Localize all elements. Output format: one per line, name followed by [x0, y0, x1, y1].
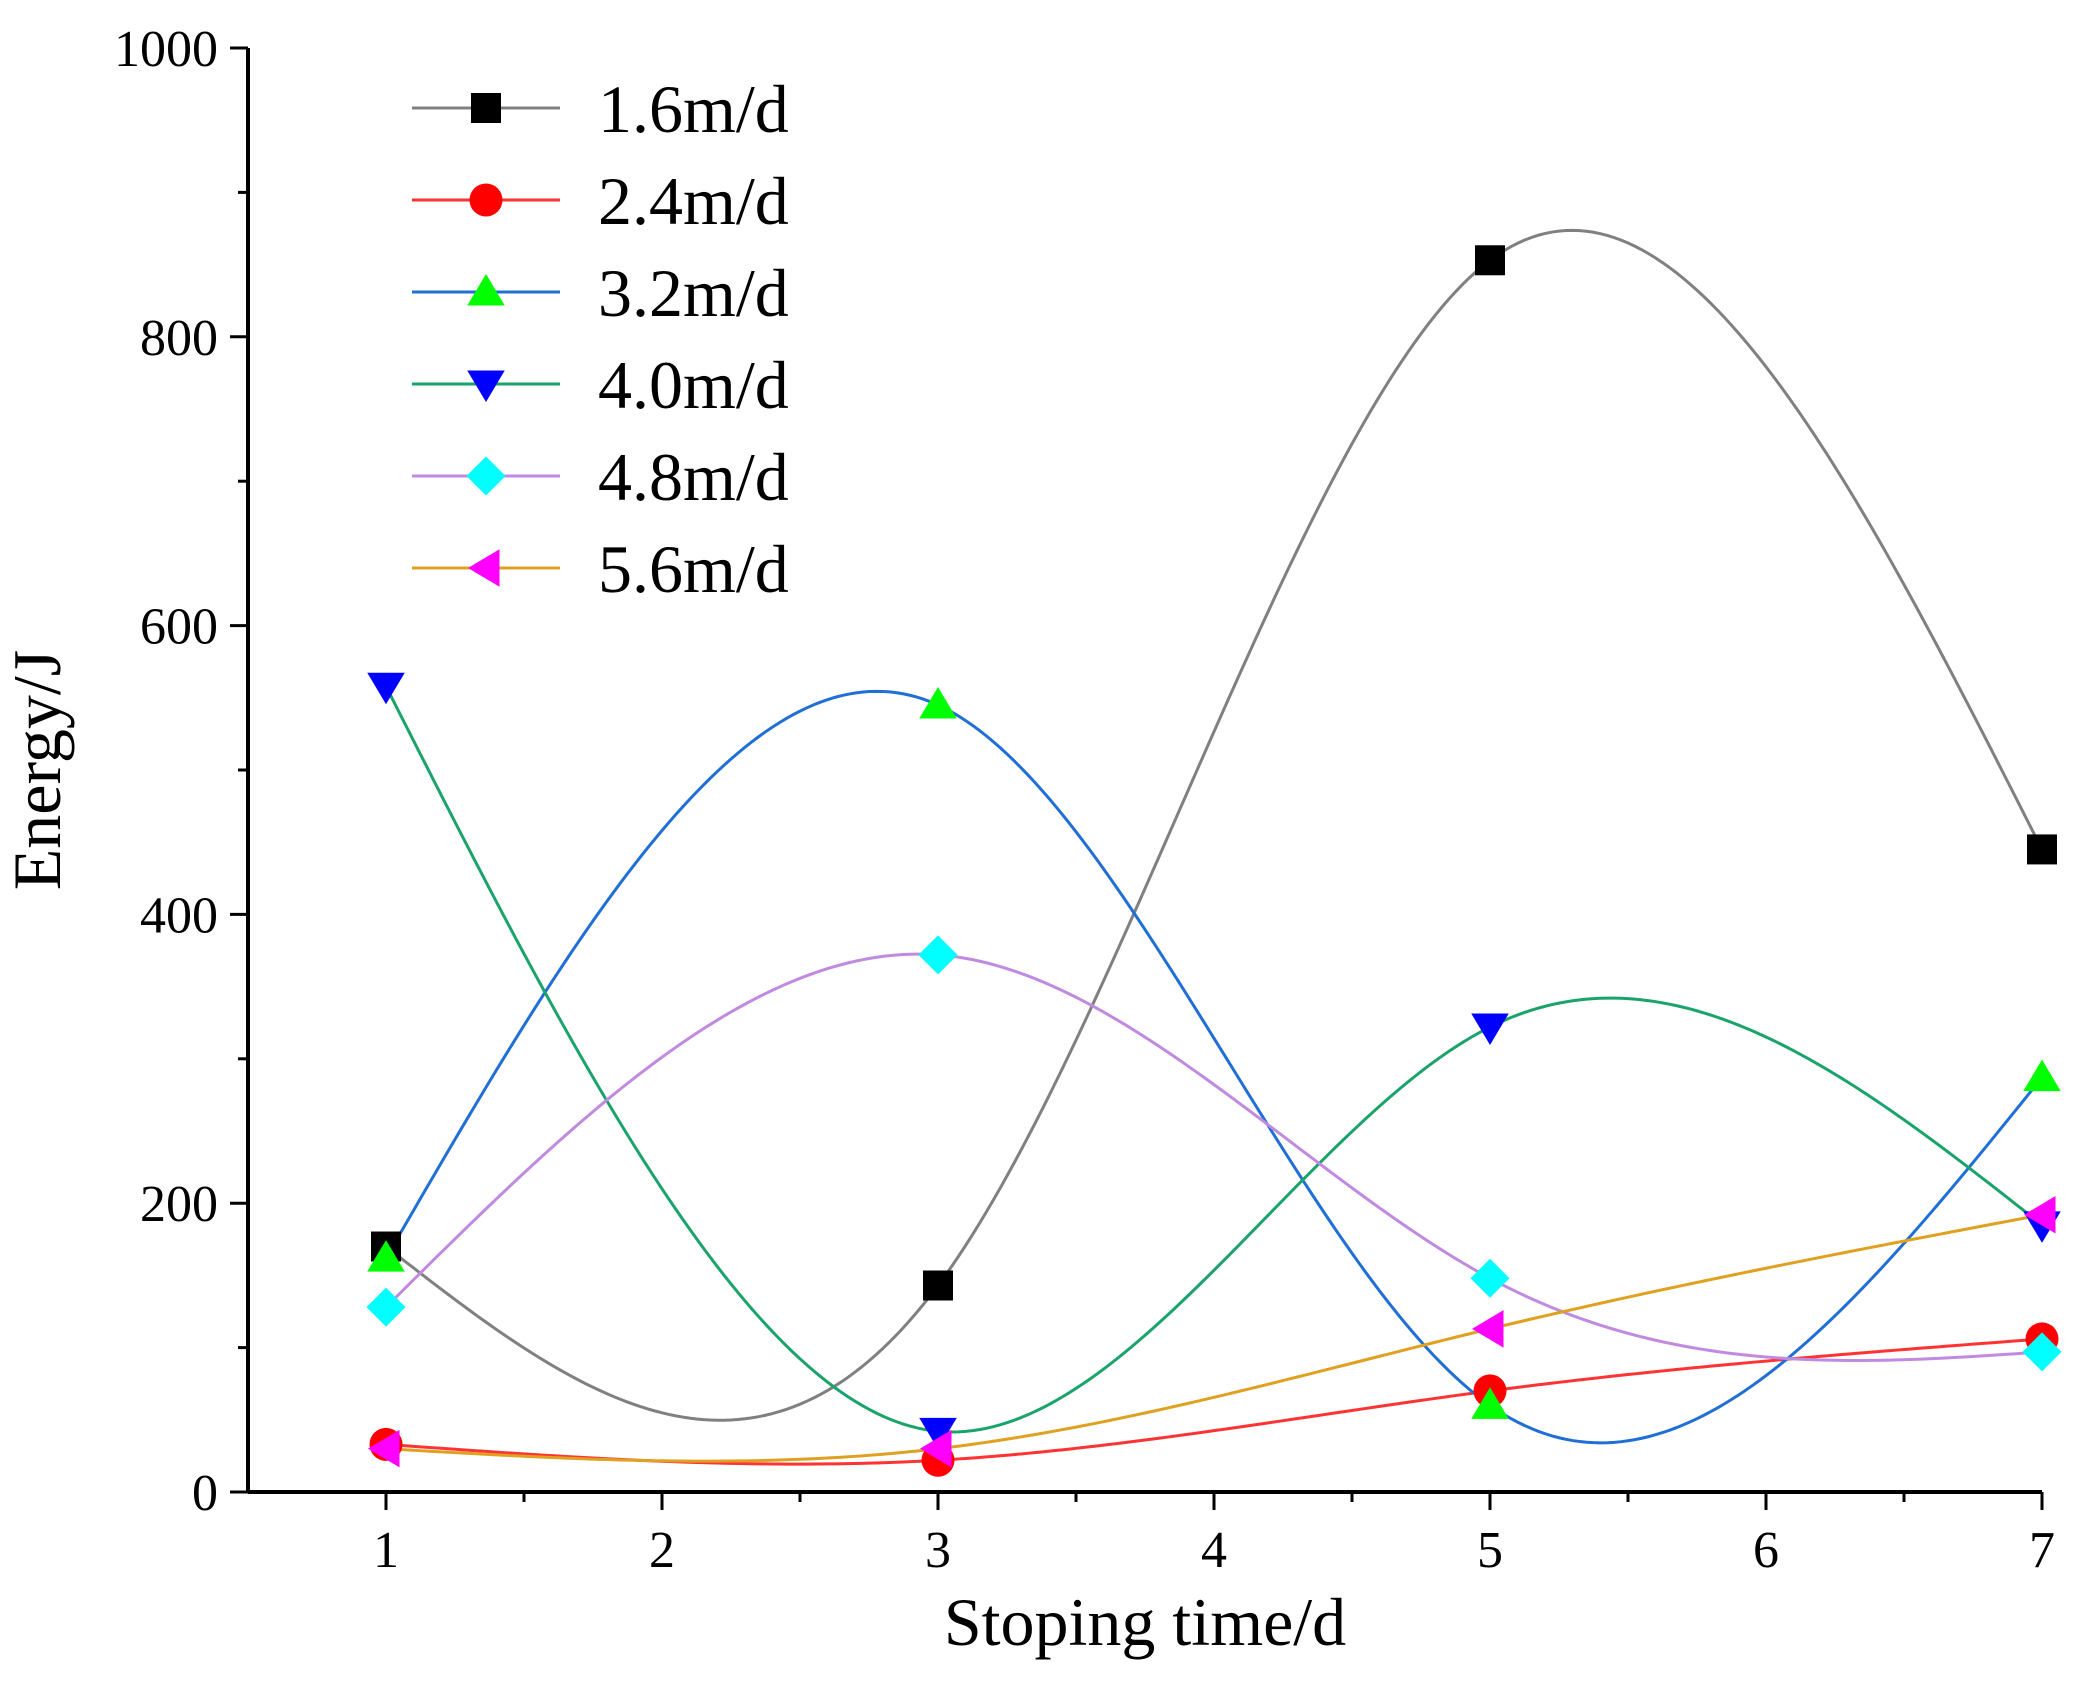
data-point-4-1 [367, 672, 405, 705]
y-tick-label: 1000 [114, 21, 218, 78]
data-point-3-3 [1471, 1387, 1509, 1419]
series-line-1 [385, 228, 2044, 1422]
legend-marker-2 [469, 183, 503, 217]
legend-label-5: 4.8m/d [598, 439, 789, 515]
data-point-4-3 [1471, 1013, 1509, 1046]
data-point-1-2 [923, 1270, 953, 1301]
x-axis-label: Stoping time/d [944, 1584, 1346, 1660]
data-point-5-3 [1470, 1258, 1510, 1298]
x-tick-label: 5 [1477, 1522, 1503, 1579]
legend-label-3: 3.2m/d [598, 255, 789, 331]
data-point-3-1 [367, 1240, 405, 1272]
y-tick-label: 400 [140, 887, 218, 944]
data-point-6-2 [920, 1429, 952, 1468]
data-point-1-3 [1475, 245, 1505, 276]
legend-label-4: 4.0m/d [598, 347, 789, 423]
series-curves [384, 228, 2044, 1466]
legend-marker-4 [467, 370, 505, 402]
legend-marker-1 [471, 93, 501, 123]
legend-marker-6 [468, 549, 500, 587]
y-tick-label: 800 [140, 310, 218, 367]
x-tick-label: 4 [1201, 1522, 1227, 1579]
x-tick-label: 2 [649, 1522, 675, 1579]
data-point-6-3 [1472, 1310, 1504, 1348]
y-ticks: 0 200 400 600 800 1000 [114, 21, 248, 1522]
legend-marker-5 [466, 456, 506, 496]
series-line-3 [384, 689, 2044, 1445]
legend-marker-3 [467, 274, 505, 306]
legend: 1.6m/d 2.4m/d 3.2m/d 4.0m/d 4.8m/d 5.6m/d [412, 71, 789, 607]
legend-label-1: 1.6m/d [598, 71, 789, 147]
legend-label-2: 2.4m/d [598, 163, 789, 239]
series-line-6 [385, 1213, 2043, 1463]
x-tick-label: 6 [1753, 1522, 1779, 1579]
series-line-4 [384, 685, 2043, 1434]
data-point-5-1 [366, 1287, 406, 1327]
data-point-1-4 [2027, 834, 2057, 865]
series-markers [366, 245, 2062, 1477]
data-point-5-2 [918, 935, 958, 975]
data-point-5-4 [2022, 1332, 2062, 1372]
data-point-4-2 [919, 1417, 957, 1450]
x-tick-label: 3 [925, 1522, 951, 1579]
series-line-5 [384, 952, 2043, 1362]
y-tick-label: 600 [140, 599, 218, 656]
data-point-6-1 [368, 1429, 400, 1468]
y-axis-label: Energy/J [0, 650, 75, 891]
y-tick-label: 200 [140, 1176, 218, 1233]
x-tick-label: 7 [2029, 1522, 2055, 1579]
data-point-6-4 [2024, 1196, 2056, 1234]
x-ticks: 1 2 3 4 5 6 7 [373, 1492, 2055, 1579]
x-tick-label: 1 [373, 1522, 399, 1579]
y-tick-label: 0 [192, 1465, 218, 1522]
data-point-3-4 [2023, 1059, 2061, 1092]
legend-label-6: 5.6m/d [598, 531, 789, 607]
data-point-3-2 [919, 687, 957, 719]
